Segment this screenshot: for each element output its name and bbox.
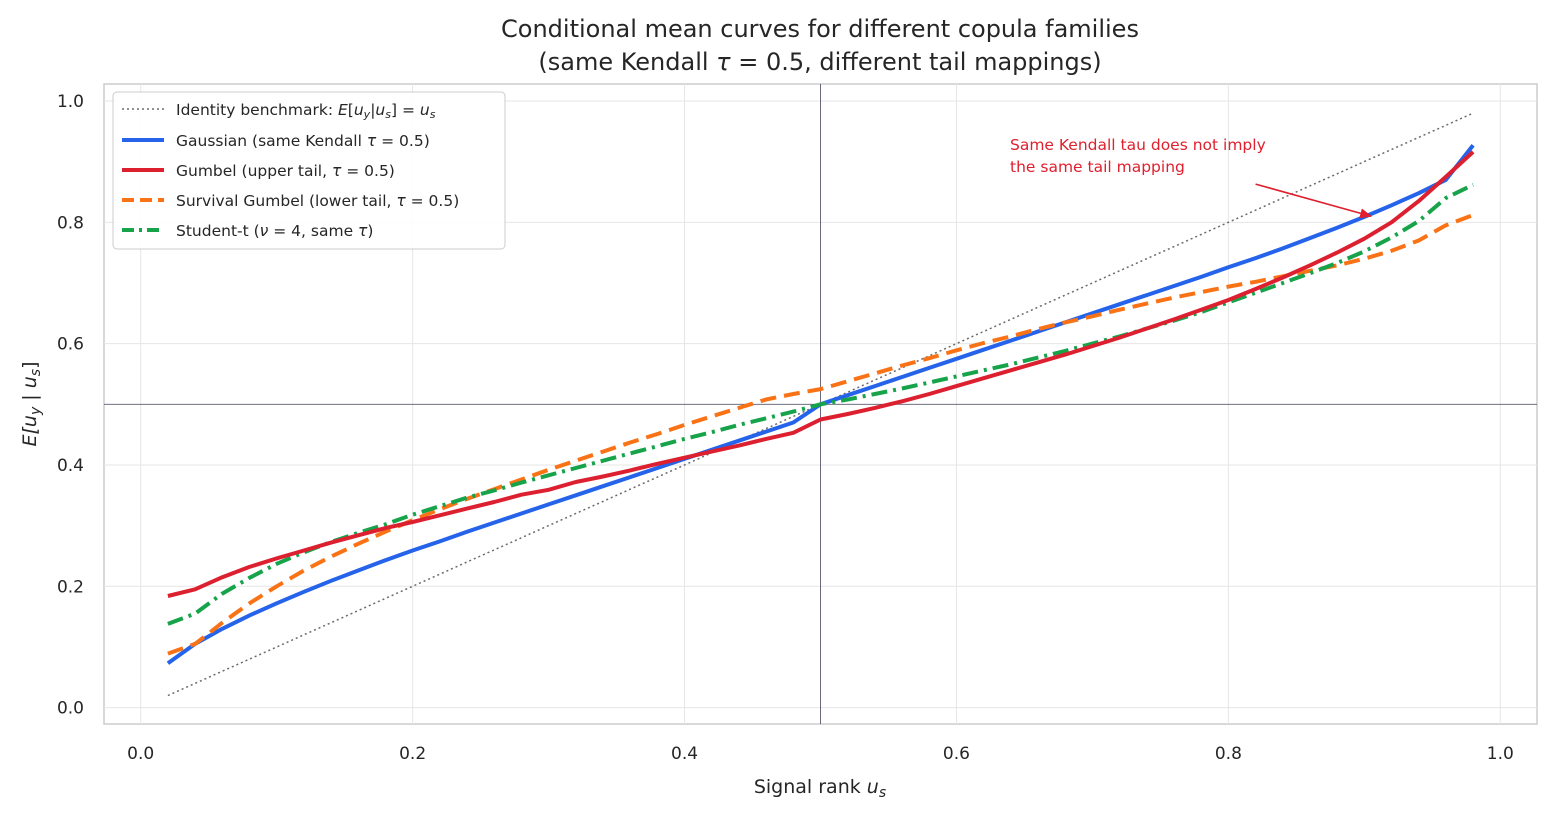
legend-label-student-t: Student-t (ν = 4, same τ) [176, 222, 373, 240]
annotation-arrow [1255, 183, 1373, 219]
legend-label-survival-gumbel: Survival Gumbel (lower tail, τ = 0.5) [176, 192, 459, 210]
y-tick-label: 0.0 [57, 699, 84, 719]
tick-labels: 0.0 0.2 0.4 0.6 0.8 1.0 0.0 0.2 0.4 0.6 0.8 1.0 [57, 92, 1514, 764]
legend-label-identity: Identity benchmark: E[uy|us] = us [176, 101, 436, 121]
series-group [166, 112, 1475, 697]
x-tick-label: 0.4 [671, 744, 698, 764]
x-tick-label: 0.8 [1215, 744, 1242, 764]
annotation-line1: Same Kendall tau does not imply [1010, 136, 1266, 154]
legend: Identity benchmark: E[uy|us] = us Gaussi… [112, 91, 506, 250]
annotation-line2: the same tail mapping [1010, 158, 1185, 176]
x-tick-label: 0.6 [943, 744, 970, 764]
x-axis-label: Signal rank us [754, 776, 886, 801]
y-tick-label: 0.4 [57, 456, 84, 476]
y-tick-label: 0.8 [57, 213, 84, 233]
y-tick-label: 1.0 [57, 92, 84, 112]
y-tick-label: 0.6 [57, 335, 84, 355]
series-line-student-t [167, 182, 1474, 626]
y-axis-label: E[uy | us] [19, 361, 44, 446]
series-line-gumbel [167, 150, 1475, 598]
legend-swatches [122, 108, 164, 232]
legend-label-gumbel: Gumbel (upper tail, τ = 0.5) [176, 162, 395, 180]
series-line-survival-gumbel [167, 213, 1474, 656]
legend-box [112, 91, 506, 250]
chart-title-line1: Conditional mean curves for different co… [501, 15, 1139, 43]
y-tick-label: 0.2 [57, 577, 84, 597]
x-tick-label: 1.0 [1487, 744, 1514, 764]
legend-label-gaussian: Gaussian (same Kendall τ = 0.5) [176, 132, 430, 150]
x-tick-label: 0.2 [399, 744, 426, 764]
series-line-identity [167, 112, 1474, 697]
chart-title-line2: (same Kendall τ = 0.5, different tail ma… [538, 48, 1101, 76]
x-tick-label: 0.0 [127, 744, 154, 764]
